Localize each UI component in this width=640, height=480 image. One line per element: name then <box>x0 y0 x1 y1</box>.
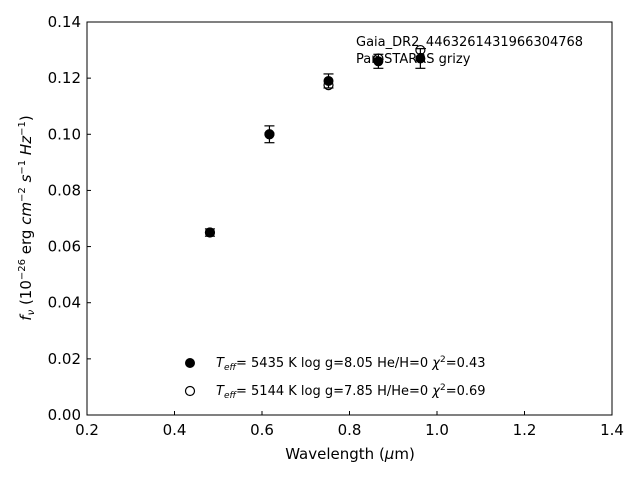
y-tick-label: 0.00 <box>48 406 81 424</box>
observed-point <box>373 56 384 67</box>
x-tick-label: 1.4 <box>600 421 624 439</box>
x-tick-label: 0.6 <box>250 421 274 439</box>
y-tick-label: 0.14 <box>48 13 81 31</box>
y-tick-label: 0.02 <box>48 350 81 368</box>
observed-point <box>204 227 215 238</box>
y-tick-label: 0.06 <box>48 238 81 256</box>
data-marks <box>204 44 426 238</box>
y-tick-label: 0.08 <box>48 181 81 199</box>
x-tick-label: 0.4 <box>163 421 187 439</box>
y-tick-label: 0.10 <box>48 125 81 143</box>
x-tick-label: 1.0 <box>425 421 449 439</box>
legend-entry-2: Teff= 5144 K log g=7.85 H/He=0 χ2=0.69 <box>216 383 486 401</box>
legend-marker-filled <box>185 358 195 368</box>
observed-point <box>415 53 426 64</box>
observed-point <box>264 129 275 140</box>
x-axis-label: Wavelength (μm) <box>285 445 415 463</box>
x-tick-label: 1.2 <box>513 421 537 439</box>
plot-frame <box>86 21 613 416</box>
axis-ticks: 0.2 0.4 0.6 0.8 1.0 1.2 1.4 0.00 0.02 0.04 0.06 0.0… <box>48 13 624 439</box>
annotation-object-name: Gaia_DR2_4463261431966304768 <box>356 35 583 50</box>
y-tick-label: 0.04 <box>48 294 81 312</box>
observed-point <box>323 75 334 86</box>
x-tick-label: 0.2 <box>75 421 99 439</box>
y-tick-label: 0.12 <box>48 69 81 87</box>
x-tick-label: 0.8 <box>338 421 362 439</box>
y-axis-label: fν (10−26 erg cm−2 s−1 Hz−1) <box>17 115 37 320</box>
legend-entry-1: Teff= 5435 K log g=8.05 He/H=0 χ2=0.43 <box>216 355 486 373</box>
annotation-survey: Pan-STARRS grizy <box>356 52 471 67</box>
legend-marker-open <box>184 385 196 397</box>
legend: Teff= 5435 K log g=8.05 He/H=0 χ2=0.43 T… <box>184 355 486 401</box>
